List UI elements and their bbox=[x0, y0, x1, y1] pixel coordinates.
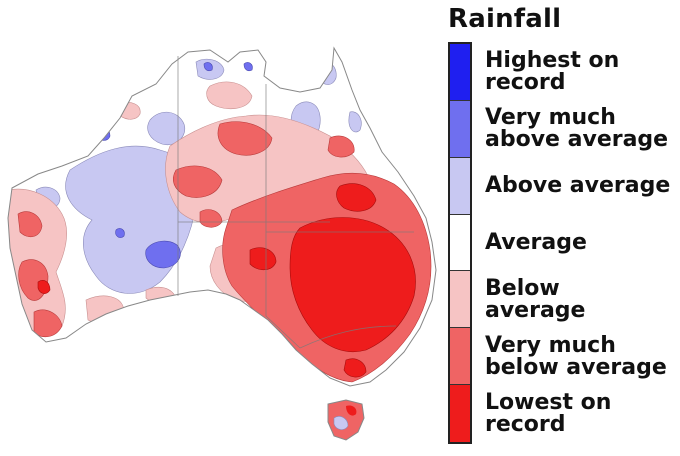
australia-rainfall-map bbox=[7, 46, 437, 441]
legend-label: Below average bbox=[485, 275, 586, 323]
legend-swatch bbox=[450, 271, 470, 329]
legend-label: Lowest on record bbox=[485, 389, 612, 437]
coastline bbox=[7, 46, 437, 387]
legend-swatch bbox=[450, 385, 470, 442]
legend-label: Very much below average bbox=[485, 332, 667, 380]
legend-label: Very much above average bbox=[485, 105, 669, 153]
legend-swatch bbox=[450, 157, 470, 215]
state-borders bbox=[177, 56, 414, 349]
legend-label: Highest on record bbox=[485, 48, 620, 96]
legend-swatch bbox=[450, 214, 470, 272]
legend-swatch bbox=[450, 44, 470, 101]
legend-label: Average bbox=[485, 230, 587, 255]
legend-color-bar bbox=[448, 42, 472, 444]
legend-label: Above average bbox=[485, 173, 671, 199]
tasmania bbox=[327, 399, 365, 441]
legend-swatch bbox=[450, 100, 470, 158]
legend-title: Rainfall bbox=[448, 4, 562, 34]
legend-swatch bbox=[450, 328, 470, 386]
lowest-on-record-regions bbox=[37, 183, 416, 378]
